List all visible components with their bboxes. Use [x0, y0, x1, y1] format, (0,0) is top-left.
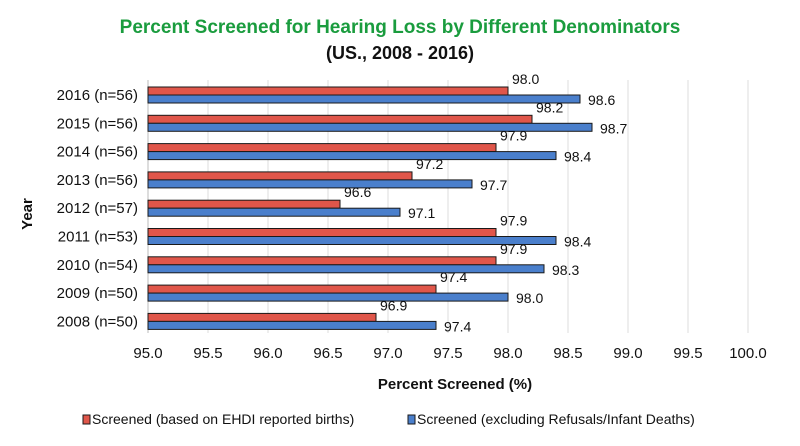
bar-reported-births	[147, 86, 509, 96]
data-label: 97.1	[408, 205, 435, 221]
bar-reported-births	[147, 228, 497, 237]
x-tick-label: 97.0	[373, 345, 402, 362]
x-tick-label: 96.0	[253, 345, 282, 362]
data-label: 97.7	[480, 177, 507, 193]
bar-excluding-refusals	[147, 207, 401, 217]
data-label: 98.7	[600, 120, 627, 136]
bar-reported-births	[147, 171, 413, 181]
bar-reported-births	[147, 256, 497, 266]
bar-reported-births	[147, 143, 497, 153]
y-axis-title: Year	[19, 198, 36, 230]
x-tick-label: 99.5	[673, 345, 702, 362]
data-label: 98.3	[552, 262, 579, 278]
category-label: 2016 (n=56)	[57, 87, 138, 104]
data-label: 97.9	[500, 213, 527, 229]
legend-label: Screened (based on EHDI reported births)	[92, 411, 354, 427]
chart-title: Percent Screened for Hearing Loss by Dif…	[120, 17, 681, 38]
data-label: 98.4	[564, 149, 591, 165]
legend-label: Screened (excluding Refusals/Infant Deat…	[417, 411, 695, 427]
bar-excluding-refusals	[147, 264, 545, 274]
category-label: 2010 (n=54)	[57, 257, 138, 274]
bar-excluding-refusals	[147, 236, 557, 245]
bar-excluding-refusals	[147, 179, 473, 189]
data-label: 98.4	[564, 234, 591, 250]
bar-excluding-refusals	[147, 320, 437, 330]
x-tick-label: 98.0	[493, 345, 522, 362]
x-axis-title: Percent Screened (%)	[378, 376, 532, 393]
category-label: 2014 (n=56)	[57, 144, 138, 161]
x-tick-label: 99.0	[613, 345, 642, 362]
chart-subtitle: (US., 2008 - 2016)	[326, 43, 474, 63]
bar-reported-births	[147, 114, 533, 124]
category-labels: 2016 (n=56) 2015 (n=56) 2014 (n=56) 2013 (n…	[57, 87, 138, 330]
data-label: 98.6	[588, 92, 615, 108]
data-label: 98.2	[536, 99, 563, 115]
bar-reported-births	[147, 284, 437, 294]
data-label: 96.9	[380, 297, 407, 313]
data-label: 97.4	[440, 269, 467, 285]
x-tick-label: 97.5	[433, 345, 462, 362]
x-tick-label: 98.5	[553, 345, 582, 362]
data-label: 96.6	[344, 184, 371, 200]
category-label: 2009 (n=50)	[57, 285, 138, 302]
data-label: 97.9	[500, 128, 527, 144]
legend: Screened (based on EHDI reported births)…	[82, 411, 695, 427]
category-label: 2015 (n=56)	[57, 115, 138, 132]
bar-reported-births	[147, 312, 377, 322]
bar-reported-births	[147, 199, 341, 209]
bar-excluding-refusals	[147, 94, 581, 104]
x-tick-label: 100.0	[729, 345, 767, 362]
category-label: 2011 (n=53)	[58, 229, 138, 246]
x-tick-labels: 95.0 95.5 96.0 96.5 97.0 97.5 98.0 98.5 99.0 99.5…	[133, 345, 766, 362]
x-tick-label: 95.0	[133, 345, 162, 362]
data-label: 97.4	[444, 318, 471, 334]
x-tick-label: 96.5	[313, 345, 342, 362]
data-label: 98.0	[512, 71, 539, 87]
legend-swatch	[407, 414, 416, 425]
data-label: 98.0	[516, 290, 543, 306]
category-label: 2013 (n=56)	[57, 172, 138, 189]
category-label: 2012 (n=57)	[57, 200, 138, 217]
bar-excluding-refusals	[147, 292, 509, 302]
bar-excluding-refusals	[147, 151, 557, 161]
legend-swatch	[82, 414, 91, 425]
data-label: 97.9	[500, 241, 527, 257]
x-tick-label: 95.5	[193, 345, 222, 362]
bar-excluding-refusals	[147, 122, 593, 132]
category-label: 2008 (n=50)	[57, 313, 138, 330]
bars: 98.0 98.6 98.2 98.7 97.9 98.4 97.2 97.7 96.6 97.1…	[147, 71, 627, 334]
data-label: 97.2	[416, 156, 443, 172]
